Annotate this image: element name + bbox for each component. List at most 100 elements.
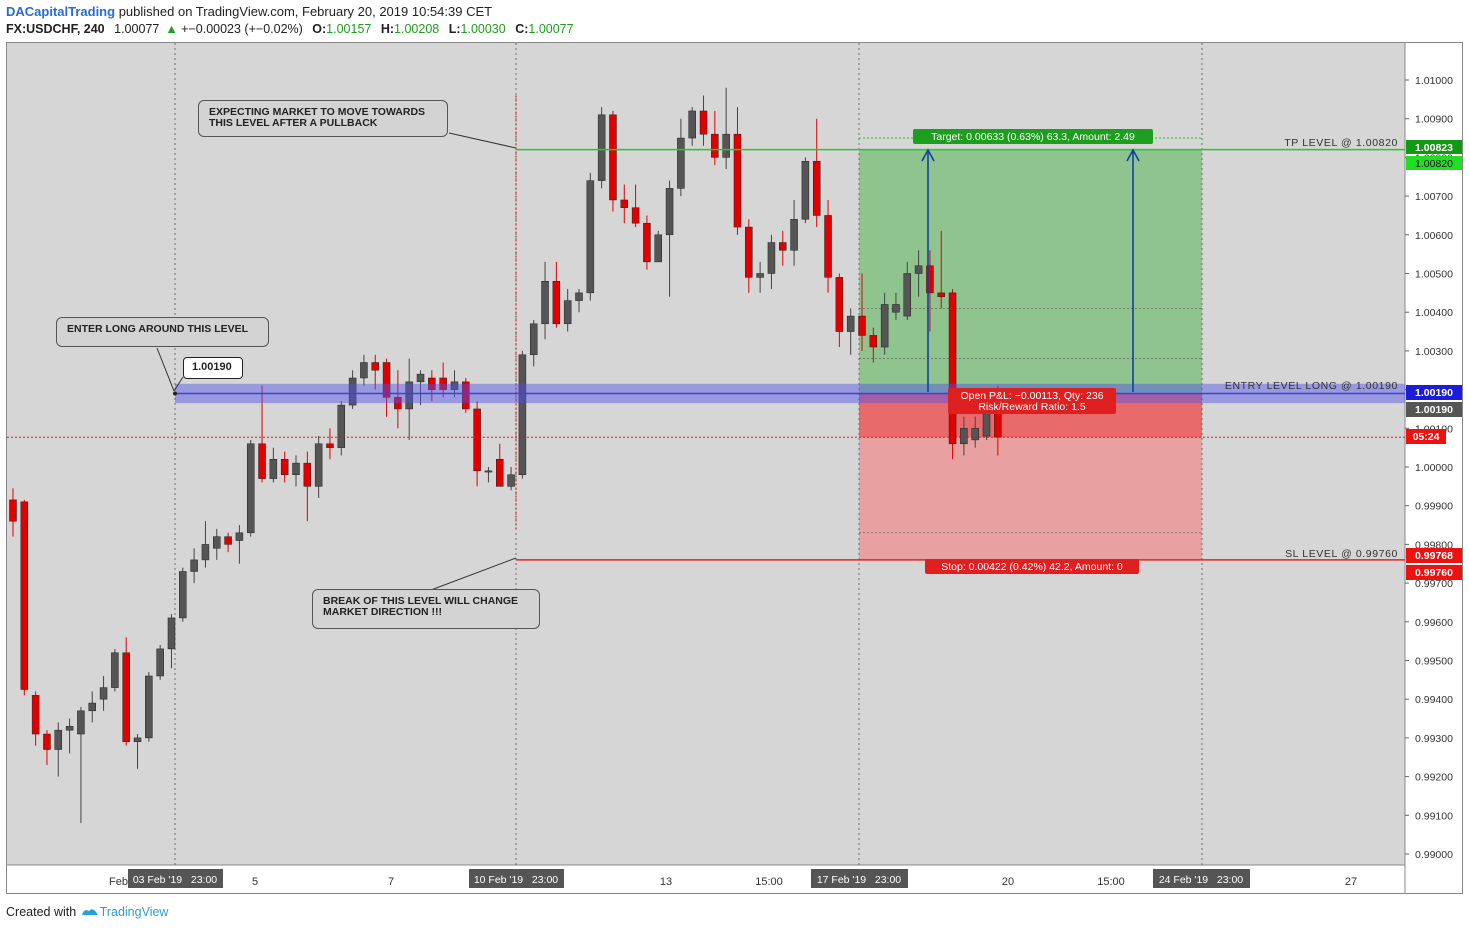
candle-body bbox=[812, 161, 821, 216]
candle-body bbox=[552, 280, 561, 325]
y-tick-label: 1.01000 bbox=[1415, 75, 1453, 87]
stop-label-box: Stop: 0.00422 (0.42%) 42.2, Amount: 0 bbox=[925, 559, 1139, 574]
time-box: 10 Feb '19 23:00 bbox=[474, 874, 558, 886]
candle-body bbox=[428, 377, 436, 390]
entry-level-label: ENTRY LEVEL LONG @ 1.00190 bbox=[1225, 380, 1398, 392]
close-value: 1.00077 bbox=[528, 22, 574, 36]
candle-body bbox=[314, 443, 323, 487]
enter-long-note[interactable]: ENTER LONG AROUND THIS LEVEL bbox=[56, 317, 269, 347]
candle-body bbox=[167, 617, 176, 650]
x-label: 27 bbox=[1345, 876, 1357, 888]
candle-body bbox=[801, 161, 810, 220]
candle-body bbox=[496, 459, 504, 487]
tp-tag-a: 1.00823 bbox=[1415, 142, 1453, 154]
candle-body bbox=[688, 110, 696, 139]
candle-body bbox=[835, 277, 844, 332]
candle-body bbox=[790, 219, 798, 251]
candle-body bbox=[462, 381, 470, 410]
candle-body bbox=[190, 559, 198, 572]
tradingview-brand[interactable]: TradingView bbox=[99, 905, 169, 919]
candle-body bbox=[122, 652, 130, 743]
chart-container[interactable]: 1.010001.009001.008001.007001.006001.005… bbox=[6, 42, 1463, 894]
candle-body bbox=[360, 362, 368, 379]
candle-body bbox=[914, 265, 923, 274]
enter-long-text: ENTER LONG AROUND THIS LEVEL bbox=[67, 323, 249, 335]
candle-body bbox=[824, 215, 832, 278]
time-labels: Feb 5 7 13 15:00 20 15:00 27 bbox=[109, 876, 1357, 888]
time-box: 17 Feb '19 23:00 bbox=[817, 874, 901, 886]
x-label: 5 bbox=[252, 876, 258, 888]
y-tick-label: 1.00500 bbox=[1415, 269, 1453, 281]
countdown-tag: 05:24 bbox=[1406, 429, 1446, 444]
candle-body bbox=[224, 536, 232, 545]
candle-body bbox=[348, 377, 357, 406]
high-label: H: bbox=[380, 22, 395, 36]
x-label: 20 bbox=[1002, 876, 1014, 888]
candles bbox=[9, 87, 1002, 824]
entry-bubble-text: 1.00190 bbox=[192, 361, 232, 373]
candle-body bbox=[65, 726, 74, 731]
sl-level-label: SL LEVEL @ 0.99760 bbox=[1285, 548, 1398, 560]
y-tick-label: 1.00000 bbox=[1415, 462, 1453, 474]
price-axis[interactable] bbox=[1405, 43, 1462, 893]
candle-body bbox=[586, 180, 595, 294]
callout-pointer bbox=[156, 347, 175, 392]
candle-body bbox=[563, 300, 572, 325]
candle-body bbox=[213, 536, 221, 549]
candlestick-chart[interactable]: 1.010001.009001.008001.007001.006001.005… bbox=[7, 43, 1462, 893]
symbol-header: FX:USDCHF, 240 1.00077 ▲ +−0.00023 (+−0.0… bbox=[6, 22, 574, 36]
profit-zone bbox=[859, 149, 1202, 394]
price-change: +−0.00023 (+−0.02%) bbox=[181, 22, 303, 36]
break-level-note[interactable]: BREAK OF THIS LEVEL WILL CHANGE MARKET D… bbox=[312, 589, 540, 629]
candle-body bbox=[779, 242, 787, 251]
candle-body bbox=[960, 428, 968, 445]
author-link[interactable]: DACapitalTrading bbox=[6, 4, 116, 19]
tp-price-tags: 1.00823 1.00820 bbox=[1406, 140, 1462, 170]
bubble-pointer bbox=[173, 376, 184, 392]
x-label: Feb bbox=[109, 876, 128, 888]
symbol-label: FX:USDCHF, 240 bbox=[6, 22, 105, 36]
candle-body bbox=[631, 207, 640, 224]
y-tick-label: 1.00600 bbox=[1415, 230, 1453, 242]
candle-body bbox=[733, 133, 742, 228]
candle-body bbox=[880, 304, 889, 348]
target-label-box: Target: 0.00633 (0.63%) 63.3, Amount: 2.… bbox=[913, 129, 1153, 144]
y-tick-label: 0.99100 bbox=[1415, 810, 1453, 822]
candle-body bbox=[529, 323, 538, 356]
candle-body bbox=[597, 114, 606, 181]
pnl-line-2: Risk/Reward Ratio: 1.5 bbox=[978, 401, 1086, 413]
position-zones bbox=[859, 137, 1202, 560]
candle-body bbox=[643, 222, 651, 263]
y-tick-label: 0.99700 bbox=[1415, 578, 1453, 590]
candle-body bbox=[156, 648, 164, 677]
candle-body bbox=[439, 377, 447, 390]
y-tick-label: 0.99600 bbox=[1415, 617, 1453, 629]
callout-pointer bbox=[448, 132, 517, 149]
candle-body bbox=[450, 381, 459, 390]
x-label: 7 bbox=[388, 876, 394, 888]
arrow-up-icon bbox=[1126, 148, 1140, 162]
candle-body bbox=[665, 188, 674, 236]
candle-body bbox=[699, 110, 708, 135]
candle-body bbox=[54, 729, 63, 750]
change-arrow-icon: ▲ bbox=[165, 22, 178, 36]
candle-body bbox=[892, 304, 900, 313]
candle-body bbox=[43, 733, 51, 750]
candle-body bbox=[111, 652, 119, 688]
time-box: 03 Feb '19 23:00 bbox=[133, 874, 217, 886]
candle-body bbox=[846, 315, 855, 332]
expecting-note[interactable]: EXPECTING MARKET TO MOVE TOWARDS THIS LE… bbox=[198, 100, 448, 137]
entry-price-bubble[interactable]: 1.00190 bbox=[183, 357, 243, 379]
open-value: 1.00157 bbox=[326, 22, 372, 36]
entry-tag-b: 1.00190 bbox=[1415, 404, 1453, 416]
candle-body bbox=[948, 292, 957, 445]
candle-body bbox=[145, 675, 153, 739]
stop-label: Stop: 0.00422 (0.42%) 42.2, Amount: 0 bbox=[941, 561, 1123, 573]
entry-price-tags: 1.00190 1.00190 bbox=[1406, 385, 1462, 417]
candle-body bbox=[269, 459, 278, 479]
candle-body bbox=[926, 265, 934, 294]
sl-tag-a: 0.99768 bbox=[1415, 550, 1453, 562]
session-lines bbox=[174, 43, 1203, 865]
last-price: 1.00077 bbox=[114, 22, 160, 36]
candle-body bbox=[541, 280, 549, 325]
